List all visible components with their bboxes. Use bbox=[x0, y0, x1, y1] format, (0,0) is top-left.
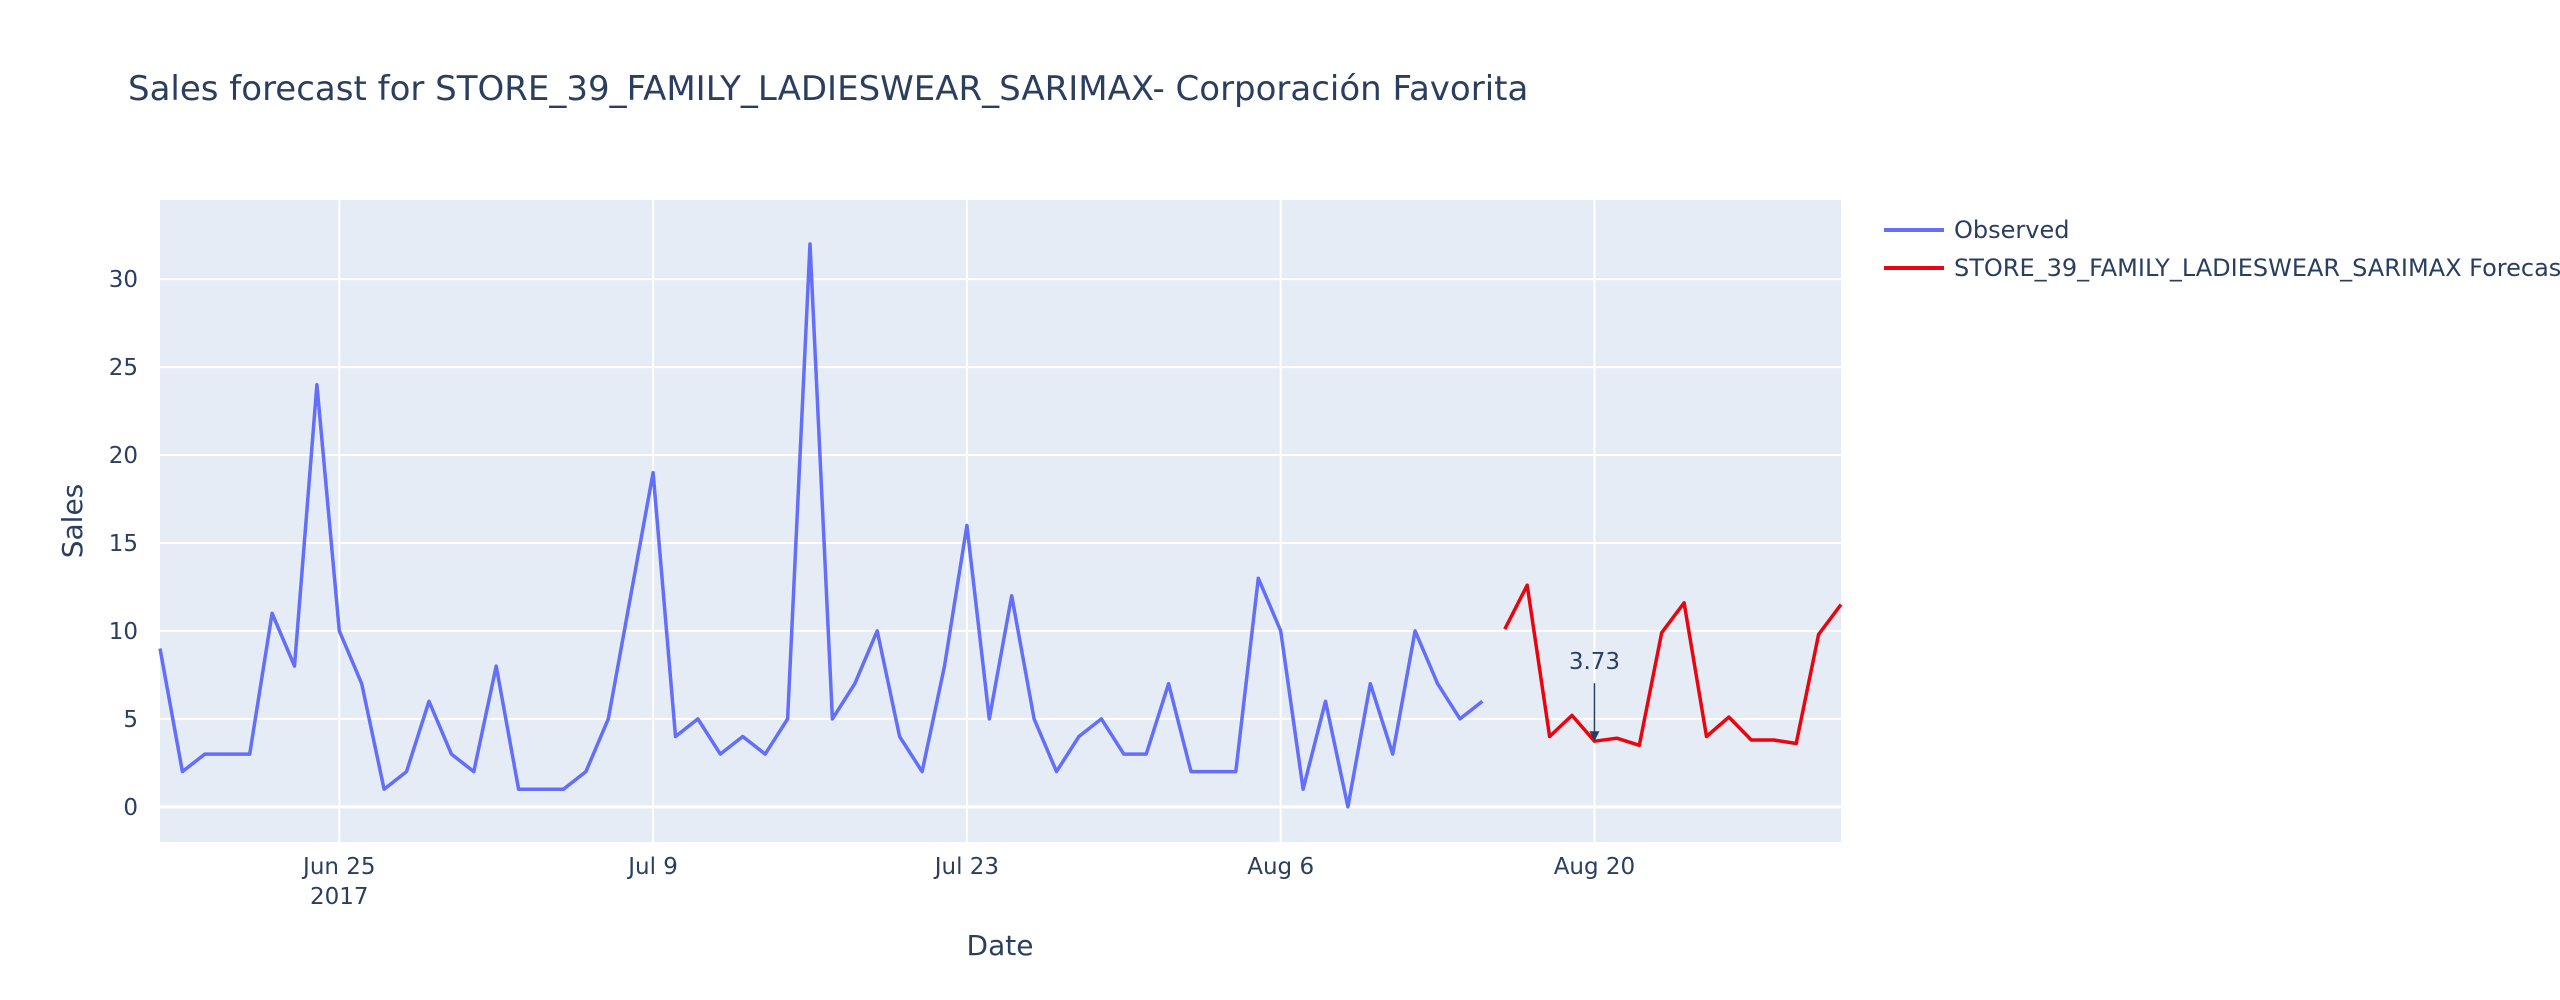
x-axis-title: Date bbox=[967, 929, 1034, 962]
x-tick-label: Jul 9 bbox=[626, 854, 678, 880]
y-tick-label: 10 bbox=[109, 619, 138, 645]
y-tick-label: 15 bbox=[109, 531, 138, 557]
y-axis-title: Sales bbox=[56, 484, 89, 559]
x-tick-label: Aug 20 bbox=[1554, 854, 1636, 880]
y-tick-label: 5 bbox=[123, 707, 138, 733]
annotation-layer: 3.73 bbox=[1569, 649, 1620, 742]
y-tick-label: 25 bbox=[109, 355, 138, 381]
y-tick-label: 30 bbox=[109, 267, 138, 293]
y-tick-label: 0 bbox=[123, 795, 138, 821]
y-axis-ticks: 0 5 10 15 20 25 30 bbox=[109, 267, 138, 821]
y-tick-label: 20 bbox=[109, 443, 138, 469]
x-tick-label: Jun 25 bbox=[301, 854, 376, 880]
series-layer bbox=[158, 242, 1843, 809]
x-axis-ticks: Jun 25 2017 Jul 9 Jul 23 Aug 6 Aug 20 bbox=[301, 854, 1635, 910]
chart-title: Sales forecast for STORE_39_FAMILY_LADIE… bbox=[128, 69, 1528, 109]
grid-lines bbox=[160, 200, 1841, 842]
forecast-series-line bbox=[1503, 583, 1843, 748]
legend-label: STORE_39_FAMILY_LADIESWEAR_SARIMAX Forec… bbox=[1954, 254, 2560, 282]
x-tick-sublabel: 2017 bbox=[310, 884, 369, 910]
x-tick-label: Aug 6 bbox=[1247, 854, 1314, 880]
plot-area bbox=[160, 200, 1841, 842]
annotation-arrowhead bbox=[1589, 731, 1600, 742]
annotation-label: 3.73 bbox=[1569, 649, 1620, 675]
x-tick-label: Jul 23 bbox=[933, 854, 999, 880]
legend-label: Observed bbox=[1954, 216, 2069, 244]
legend: Observed STORE_39_FAMILY_LADIESWEAR_SARIM… bbox=[1884, 216, 2560, 282]
observed-series-line bbox=[158, 242, 1484, 809]
